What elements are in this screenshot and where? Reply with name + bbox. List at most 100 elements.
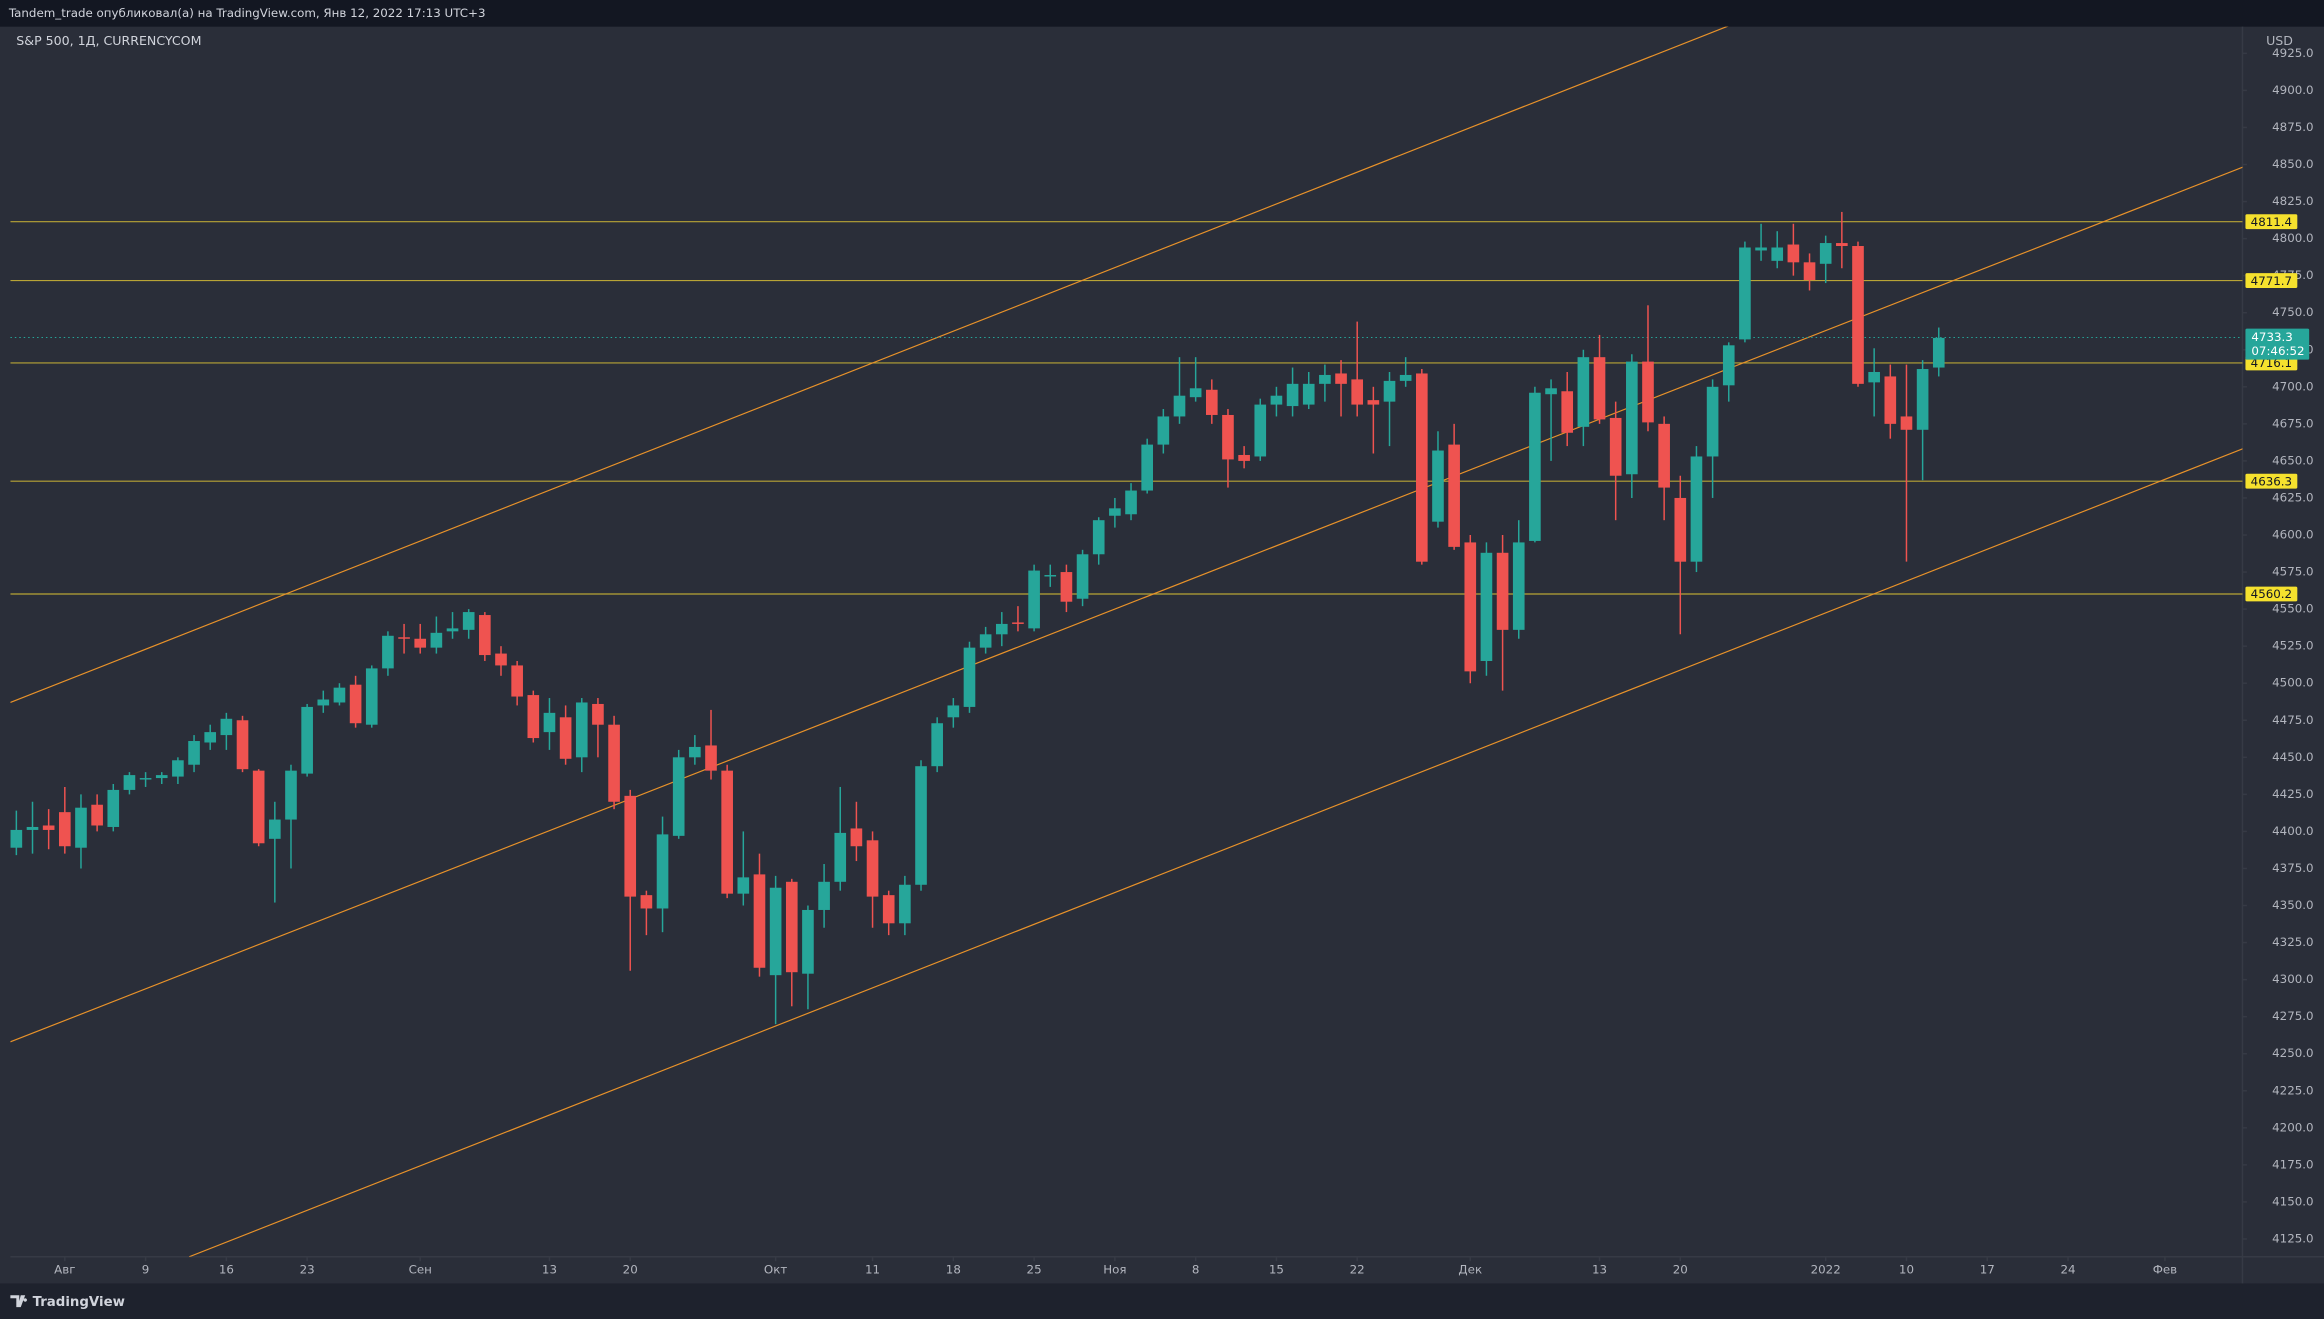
candle-body <box>382 635 394 669</box>
candle-body <box>1060 572 1073 602</box>
x-tick-label: Окт <box>764 1263 787 1277</box>
candle-body <box>1205 389 1218 415</box>
trend-line <box>10 166 2243 1043</box>
x-tick-label: 9 <box>142 1263 150 1277</box>
candle-body <box>543 712 556 733</box>
x-tick-label: 8 <box>1192 1263 1200 1277</box>
candle-body <box>10 829 23 848</box>
candle-body <box>1044 575 1057 577</box>
candle-body <box>398 637 410 639</box>
y-tick-label: 4675.0 <box>2272 416 2313 430</box>
candle-body <box>1545 388 1557 395</box>
candle-body <box>995 623 1008 635</box>
y-tick-label: 4300.0 <box>2272 972 2313 986</box>
candle-body <box>301 706 313 774</box>
x-tick-label: Ноя <box>1103 1263 1126 1277</box>
x-tick-label: 18 <box>946 1263 961 1277</box>
level-label: 4771.7 <box>2251 274 2292 288</box>
candle-body <box>188 741 200 765</box>
candle-body <box>737 877 750 894</box>
y-tick-label: 4325.0 <box>2272 935 2313 949</box>
candle-body <box>1157 416 1170 445</box>
candle-body <box>1125 490 1137 515</box>
x-tick-label: 22 <box>1350 1263 1365 1277</box>
candle-body <box>285 770 297 820</box>
x-tick-label: Фев <box>2153 1263 2177 1277</box>
candle-body <box>1448 444 1460 547</box>
candle-body <box>155 775 168 779</box>
candle-body <box>1383 380 1396 402</box>
candle-body <box>1642 361 1654 423</box>
candle-body <box>1496 552 1509 630</box>
candle-body <box>1819 243 1832 264</box>
candle-body <box>1771 247 1784 261</box>
y-tick-label: 4625.0 <box>2272 490 2313 504</box>
candle-body <box>414 638 427 648</box>
y-tick-label: 4875.0 <box>2272 120 2313 134</box>
candle-body <box>592 703 604 725</box>
candle-body <box>1302 383 1315 405</box>
x-tick-label: 15 <box>1269 1263 1284 1277</box>
candle-body <box>317 699 330 706</box>
candle-body <box>1803 262 1816 281</box>
candle-body <box>42 825 55 830</box>
candle-body <box>1512 542 1525 630</box>
candle-body <box>1852 246 1864 384</box>
trend-line <box>188 448 2243 1257</box>
candle-body <box>1238 454 1250 461</box>
y-tick-label: 4900.0 <box>2272 83 2313 97</box>
y-tick-label: 4650.0 <box>2272 453 2313 467</box>
y-tick-label: 4575.0 <box>2272 565 2313 579</box>
footer-bar <box>0 1283 2324 1319</box>
x-tick-label: 13 <box>1592 1263 1607 1277</box>
candle-body <box>1868 371 1880 383</box>
y-tick-label: 4425.0 <box>2272 787 2313 801</box>
y-tick-label: 4450.0 <box>2272 750 2313 764</box>
candle-body <box>1464 542 1477 672</box>
candle-body <box>1706 386 1719 457</box>
candle-body <box>640 895 653 909</box>
candle-body <box>107 789 120 827</box>
candle-body <box>753 874 766 968</box>
x-tick-label: 16 <box>219 1263 234 1277</box>
x-tick-label: 24 <box>2060 1263 2075 1277</box>
candle-body <box>1593 357 1606 420</box>
candle-body <box>1916 369 1929 430</box>
last-price-label: 4733.3 <box>2251 330 2292 344</box>
countdown-label: 07:46:52 <box>2251 344 2304 358</box>
candle-body <box>26 826 39 830</box>
candle-body <box>1092 520 1105 555</box>
y-tick-label: 4600.0 <box>2272 528 2313 542</box>
level-label-bg <box>2245 214 2298 230</box>
y-tick-label: 4800.0 <box>2272 231 2313 245</box>
candle-body <box>511 665 523 697</box>
candle-body <box>1480 552 1493 661</box>
candle-body <box>75 807 87 848</box>
header-bar <box>0 0 2324 27</box>
candle-body <box>689 746 701 758</box>
candle-body <box>1787 244 1800 263</box>
candle-body <box>1674 497 1687 562</box>
brand-name: TradingView <box>33 1295 125 1310</box>
candle-body <box>1141 444 1154 491</box>
currency-label: USD <box>2266 33 2293 48</box>
y-tick-label: 4525.0 <box>2272 639 2313 653</box>
candle-body <box>1189 388 1202 398</box>
y-tick-label: 4750.0 <box>2272 305 2313 319</box>
candle-body <box>705 745 717 771</box>
plot-area <box>10 26 2243 1257</box>
candle-body <box>624 795 637 897</box>
y-tick-label: 4150.0 <box>2272 1194 2313 1208</box>
candle-body <box>1900 416 1913 430</box>
candle-body <box>1254 404 1267 457</box>
candle-body <box>462 612 475 630</box>
level-label: 4811.4 <box>2251 215 2292 229</box>
x-tick-label: 23 <box>300 1263 315 1277</box>
y-tick-label: 4825.0 <box>2272 194 2313 208</box>
x-tick-label: 10 <box>1899 1263 1914 1277</box>
candle-body <box>931 723 943 767</box>
candle-body <box>1351 379 1364 405</box>
header-text: Tandem_trade опубликовал(а) на TradingVi… <box>8 6 486 20</box>
level-label: 4716.1 <box>2251 356 2292 370</box>
